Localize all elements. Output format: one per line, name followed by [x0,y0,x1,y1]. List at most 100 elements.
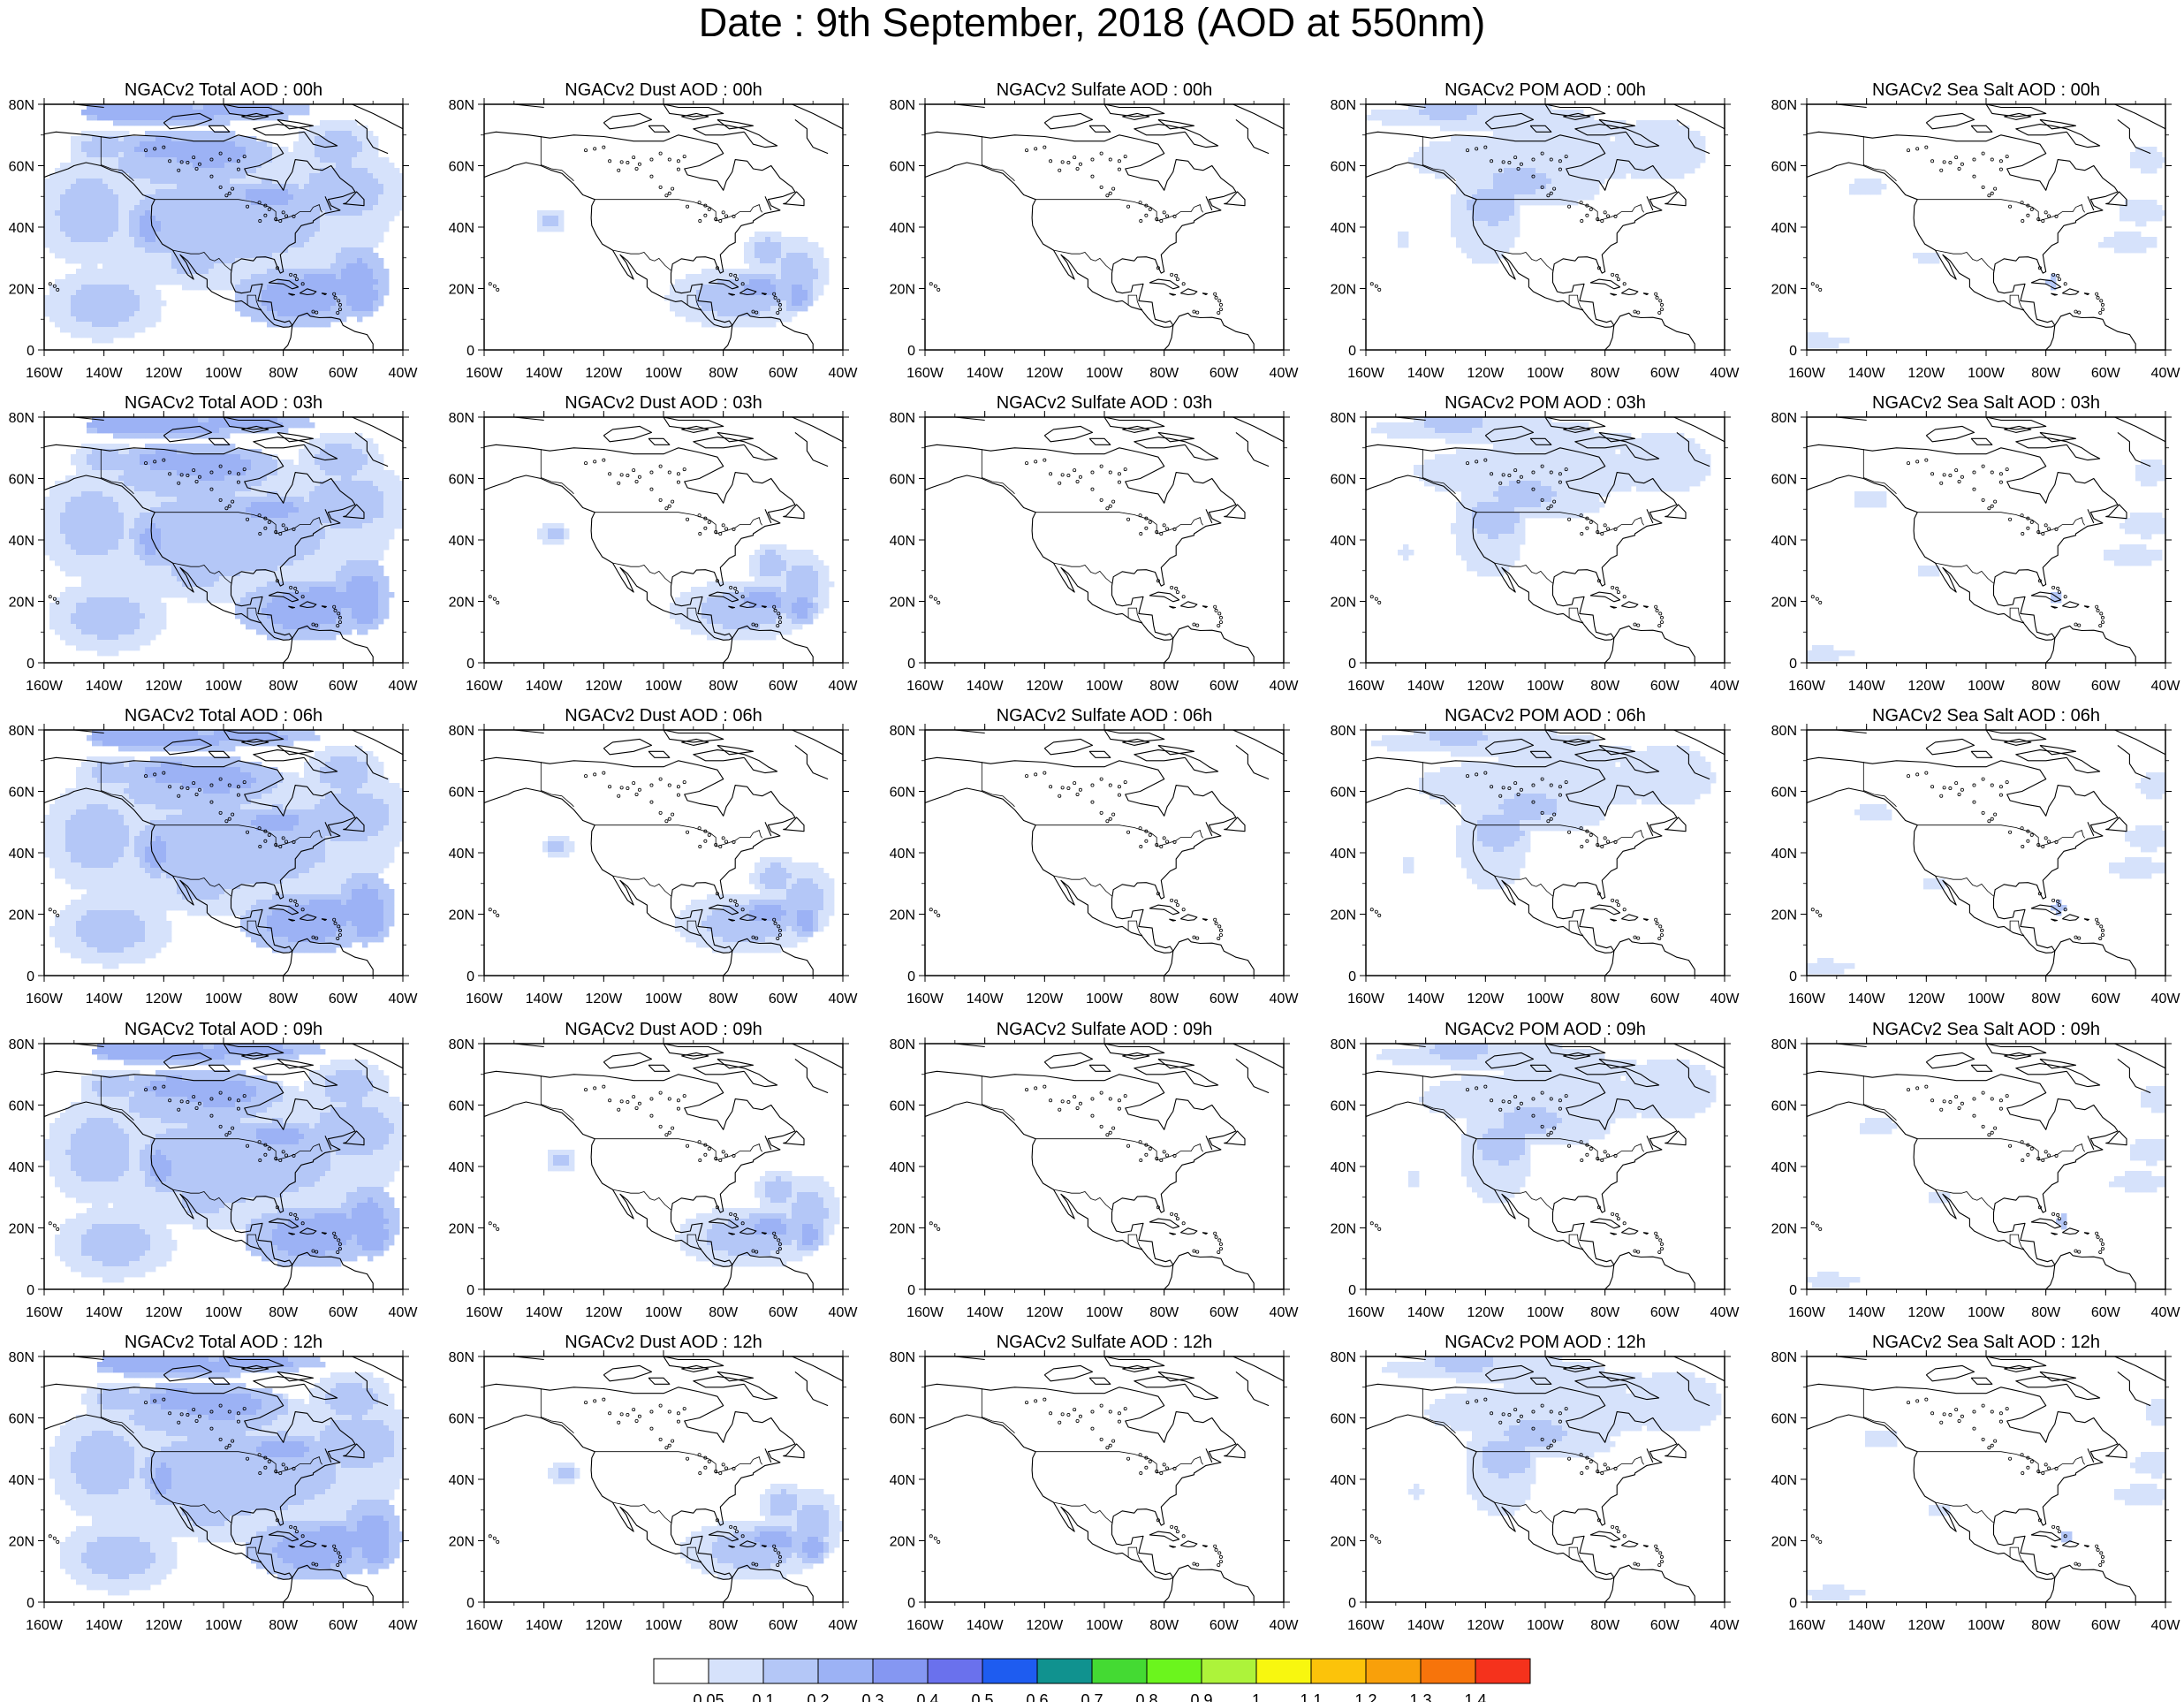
panel-title: NGACv2 Sea Salt AOD : 00h [1872,80,2100,100]
map-panel-sulfate-1: NGACv2 Sulfate AOD : 03h 160W 140W 120W 100W… [890,393,1300,694]
lon-tick-label: 160W [466,1618,504,1633]
lat-tick-label: 0 [1789,657,1797,672]
lon-tick-label: 100W [205,679,243,694]
lon-tick-label: 160W [26,992,64,1007]
lat-tick-label: 20N [1331,1222,1356,1237]
lon-tick-label: 160W [1788,1618,1826,1633]
lat-tick-label: 20N [449,908,474,923]
lon-tick-label: 100W [1086,992,1124,1007]
lon-tick-label: 80W [1590,1618,1620,1633]
lat-tick-label: 40N [9,221,34,236]
lat-tick-label: 80N [1331,724,1356,739]
lat-tick-label: 60N [1771,1412,1797,1427]
lat-tick-label: 0 [907,1283,915,1298]
lon-tick-label: 120W [145,1305,183,1320]
map-panel-total-4: NGACv2 Total AOD : 12h 160W 140W 120W 100W 80… [9,1333,419,1633]
lat-tick-label: 60N [1331,786,1356,801]
lat-tick-label: 40N [890,534,915,549]
lat-tick-label: 20N [449,283,474,298]
lon-tick-label: 100W [205,1305,243,1320]
lat-tick-label: 20N [9,1535,34,1550]
lon-tick-label: 40W [1710,992,1740,1007]
lat-tick-label: 40N [890,1473,915,1488]
lon-tick-label: 140W [1848,1618,1886,1633]
lon-tick-label: 140W [526,366,564,381]
map-panel-pom-4: NGACv2 POM AOD : 12h 160W 140W 120W 100W 80W 6… [1331,1333,1740,1633]
lon-tick-label: 60W [2091,1618,2121,1633]
map-panel-pom-0: NGACv2 POM AOD : 00h 160W 140W 120W 100W 80W 6… [1331,80,1740,381]
lon-tick-label: 60W [2091,679,2121,694]
map-panel-pom-2: NGACv2 POM AOD : 06h 160W 140W 120W 100W 80W 6… [1331,706,1740,1007]
map-panel-dust-2: NGACv2 Dust AOD : 06h 160W 140W 120W 100W 80W… [449,706,859,1007]
lat-tick-label: 0 [1348,969,1356,984]
lon-tick-label: 140W [967,1618,1005,1633]
lat-tick-label: 20N [1771,908,1797,923]
lat-tick-label: 60N [449,1412,474,1427]
lon-tick-label: 160W [466,992,504,1007]
lat-tick-label: 0 [907,344,915,359]
lon-tick-label: 80W [1149,1305,1179,1320]
lon-tick-label: 40W [389,992,419,1007]
panel-title: NGACv2 Total AOD : 00h [125,80,322,100]
lat-tick-label: 60N [890,473,915,488]
lon-tick-label: 140W [526,1618,564,1633]
lat-tick-label: 60N [449,473,474,488]
lon-tick-label: 80W [269,1618,299,1633]
lon-tick-label: 60W [1210,679,1240,694]
lon-tick-label: 60W [1210,366,1240,381]
lat-tick-label: 60N [1331,160,1356,175]
map-panel-dust-3: NGACv2 Dust AOD : 09h 160W 140W 120W 100W 80W… [449,1020,859,1320]
lon-tick-label: 120W [1467,679,1505,694]
lat-tick-label: 0 [466,344,474,359]
lat-tick-label: 40N [1771,1473,1797,1488]
lat-tick-label: 20N [890,1535,915,1550]
lon-tick-label: 60W [769,1618,799,1633]
lon-tick-label: 60W [1650,366,1680,381]
lat-tick-label: 40N [9,1473,34,1488]
lon-tick-label: 160W [906,992,944,1007]
lat-tick-label: 80N [1771,1037,1797,1052]
lon-tick-label: 80W [269,1305,299,1320]
map-panel-dust-1: NGACv2 Dust AOD : 03h 160W 140W 120W 100W 80W… [449,393,859,694]
lon-tick-label: 80W [1149,1618,1179,1633]
map-panel-seasalt-2: NGACv2 Sea Salt AOD : 06h 160W 140W 120W 100… [1771,706,2181,1007]
lat-tick-label: 20N [1771,1222,1797,1237]
lat-tick-label: 20N [9,1222,34,1237]
lon-tick-label: 160W [1788,679,1826,694]
lat-tick-label: 40N [9,1160,34,1175]
panel-title: NGACv2 POM AOD : 12h [1445,1333,1646,1352]
lon-tick-label: 80W [1590,679,1620,694]
lon-tick-label: 160W [906,1305,944,1320]
lat-tick-label: 60N [9,473,34,488]
lat-tick-label: 80N [890,98,915,113]
lon-tick-label: 80W [2031,1305,2061,1320]
lon-tick-label: 120W [1467,1305,1505,1320]
panel-title: NGACv2 POM AOD : 09h [1445,1020,1646,1039]
lat-tick-label: 40N [9,534,34,549]
lat-tick-label: 0 [466,1283,474,1298]
lon-tick-label: 100W [205,366,243,381]
lon-tick-label: 140W [967,1305,1005,1320]
lat-tick-label: 0 [466,969,474,984]
lat-tick-label: 80N [1331,1350,1356,1365]
lon-tick-label: 100W [645,1618,683,1633]
lat-tick-label: 20N [1331,596,1356,611]
lat-tick-label: 20N [9,596,34,611]
lat-tick-label: 40N [1771,534,1797,549]
lat-tick-label: 80N [9,411,34,426]
lon-tick-label: 100W [1527,1618,1565,1633]
lon-tick-label: 100W [1968,992,2006,1007]
lon-tick-label: 40W [1270,992,1300,1007]
lat-tick-label: 40N [1771,847,1797,862]
lon-tick-label: 140W [1407,679,1445,694]
lat-tick-label: 40N [449,847,474,862]
lon-tick-label: 100W [1527,366,1565,381]
lon-tick-label: 120W [1026,992,1064,1007]
lon-tick-label: 60W [1210,1305,1240,1320]
lon-tick-label: 160W [1347,992,1385,1007]
map-panel-sulfate-3: NGACv2 Sulfate AOD : 09h 160W 140W 120W 100W… [890,1020,1300,1320]
lat-tick-label: 40N [1771,221,1797,236]
lat-tick-label: 0 [27,969,34,984]
lon-tick-label: 60W [2091,1305,2121,1320]
lat-tick-label: 80N [890,1037,915,1052]
